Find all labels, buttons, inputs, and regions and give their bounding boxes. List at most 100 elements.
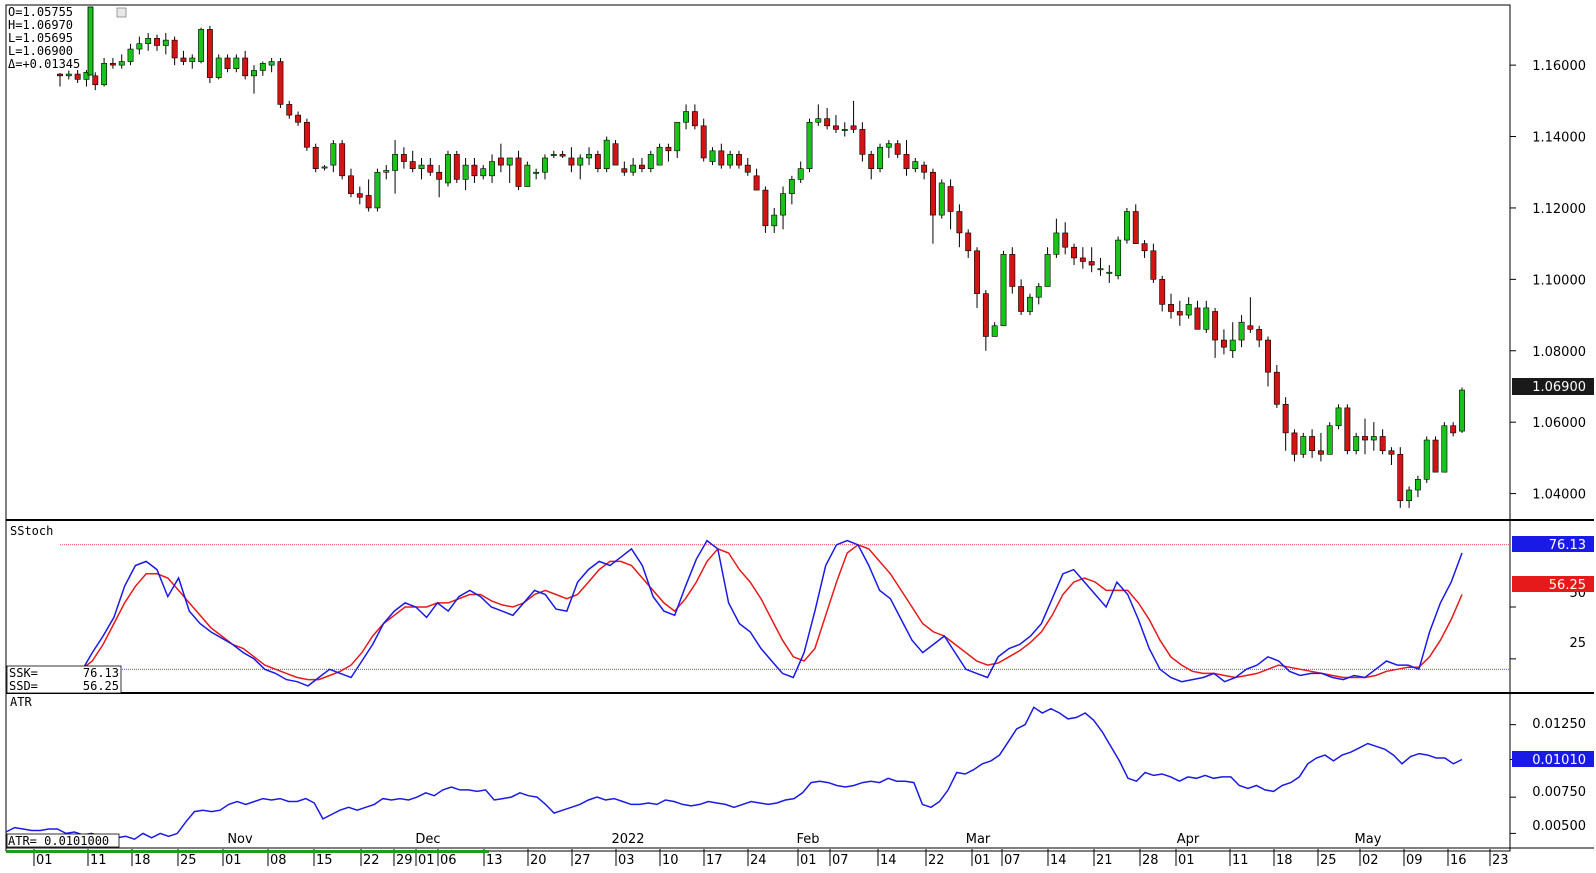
panel-toggle-icon[interactable] [116, 7, 127, 18]
candle-down [180, 57, 187, 62]
candle-down [1344, 407, 1351, 452]
readout-candle-icon [87, 6, 94, 76]
atr-readout: ATR= 0.0101000 [6, 833, 120, 848]
candle-up [136, 43, 143, 50]
candle-down [1265, 339, 1271, 373]
candle-up [674, 121, 681, 152]
candle-down [965, 232, 972, 252]
day-label: 11 [1232, 853, 1249, 868]
day-label: 22 [363, 853, 380, 868]
day-label: 06 [440, 853, 457, 868]
candle-down [956, 211, 963, 234]
candle-up [145, 38, 152, 45]
candle-up [445, 154, 451, 184]
day-label: 02 [1362, 853, 1379, 868]
candle-down [339, 143, 346, 177]
candle-down [1009, 254, 1016, 287]
day-label: 24 [750, 853, 767, 868]
day-label: 15 [316, 853, 333, 868]
candle-down [639, 164, 645, 169]
ssd-label: SSD= [9, 679, 38, 693]
candle-down [568, 157, 575, 166]
month-label: 2022 [611, 832, 644, 847]
day-label: 22 [928, 853, 945, 868]
candle-down [242, 57, 249, 77]
ohlc-low-2: L=1.06900 [8, 44, 73, 58]
candle-up [321, 166, 328, 169]
ohlc-readout: O=1.05755 H=1.06970 L=1.05695 L=1.06900 … [7, 5, 127, 76]
candle-up [1238, 321, 1245, 341]
candle-down [753, 175, 760, 191]
candle-up [1026, 296, 1033, 312]
day-label: 07 [1004, 853, 1021, 868]
candle-down [109, 63, 116, 66]
candle-down [982, 293, 989, 337]
candle-down [286, 104, 293, 116]
candle-up [1115, 239, 1122, 277]
candle-up [577, 157, 584, 166]
price-tick-label: 1.14000 [1532, 131, 1586, 146]
candle-down [824, 118, 831, 127]
candle-down [894, 143, 901, 155]
candle-down [1018, 286, 1025, 312]
candle-up [1035, 286, 1042, 298]
ssk-tag: 76.13 [1512, 536, 1594, 553]
candle-down [1291, 432, 1298, 455]
atr-tick-3: 0.00500 [1532, 819, 1586, 834]
stoch-tick-25: 25 [1569, 636, 1586, 651]
day-label: 27 [574, 853, 591, 868]
month-label: Mar [966, 832, 991, 847]
day-label: 25 [180, 853, 197, 868]
last-price-tag: 1.06900 [1512, 378, 1594, 395]
day-label: 01 [974, 853, 991, 868]
candle-down [453, 154, 460, 180]
day-label: 01 [800, 853, 817, 868]
candle-up [1097, 268, 1104, 271]
day-label: 21 [1096, 853, 1113, 868]
candle-up [1459, 389, 1465, 432]
candle-down [206, 29, 213, 78]
ssk-label: SSK= [9, 666, 38, 680]
candle-up [912, 161, 919, 169]
candle-down [736, 154, 742, 166]
candle-up [877, 146, 883, 169]
candle-up [841, 129, 848, 131]
candle-down [154, 38, 160, 46]
candle-down [1168, 304, 1174, 312]
month-label: Dec [415, 832, 440, 847]
candle-up [542, 157, 548, 173]
day-label: 29 [396, 853, 413, 868]
candle-down [1159, 279, 1166, 305]
right-axis-area [1510, 5, 1594, 851]
candle-up [101, 63, 108, 86]
candle-down [348, 175, 354, 194]
candle-up [603, 139, 610, 169]
atr-value: ATR= 0.0101000 [8, 834, 109, 848]
month-label: Nov [227, 832, 253, 847]
candle-down [74, 73, 81, 80]
day-label: 14 [880, 853, 897, 868]
candle-up [709, 150, 716, 162]
day-label: 07 [832, 853, 849, 868]
candle-down [303, 121, 310, 148]
candle-down [1071, 246, 1077, 259]
candle-down [312, 146, 319, 169]
candle-up [259, 63, 266, 71]
day-label: 03 [618, 853, 635, 868]
day-label: 11 [90, 853, 107, 868]
candle-up [462, 164, 469, 180]
candle-up [771, 214, 778, 227]
ssd-value: 56.25 [83, 679, 119, 693]
day-label: 13 [486, 853, 503, 868]
atr-title: ATR [10, 695, 32, 709]
candle-down [515, 157, 522, 187]
price-tick-label: 1.12000 [1532, 202, 1586, 217]
candle-down [1282, 404, 1289, 434]
candle-down [1362, 436, 1368, 441]
candle-up [374, 171, 381, 209]
atr-last-tag: 0.01010 [1512, 751, 1594, 768]
candle-down [850, 125, 857, 130]
candle-up [586, 154, 593, 159]
candle-down [436, 171, 443, 180]
